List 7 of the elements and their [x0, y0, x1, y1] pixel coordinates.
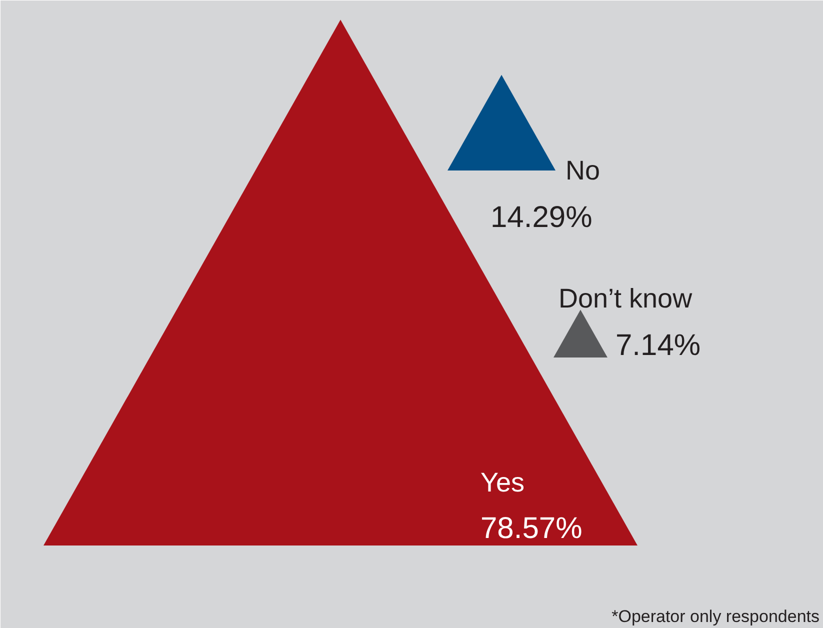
data-label: 14.29%	[490, 201, 592, 234]
text: *Operator only respondents	[612, 607, 820, 626]
data-label: 78.57%	[480, 512, 582, 545]
category-label: Don’t know	[558, 284, 693, 314]
category-label: No	[566, 156, 600, 186]
category-label: Yes	[480, 468, 525, 498]
data-label: 7.14%	[616, 329, 701, 362]
